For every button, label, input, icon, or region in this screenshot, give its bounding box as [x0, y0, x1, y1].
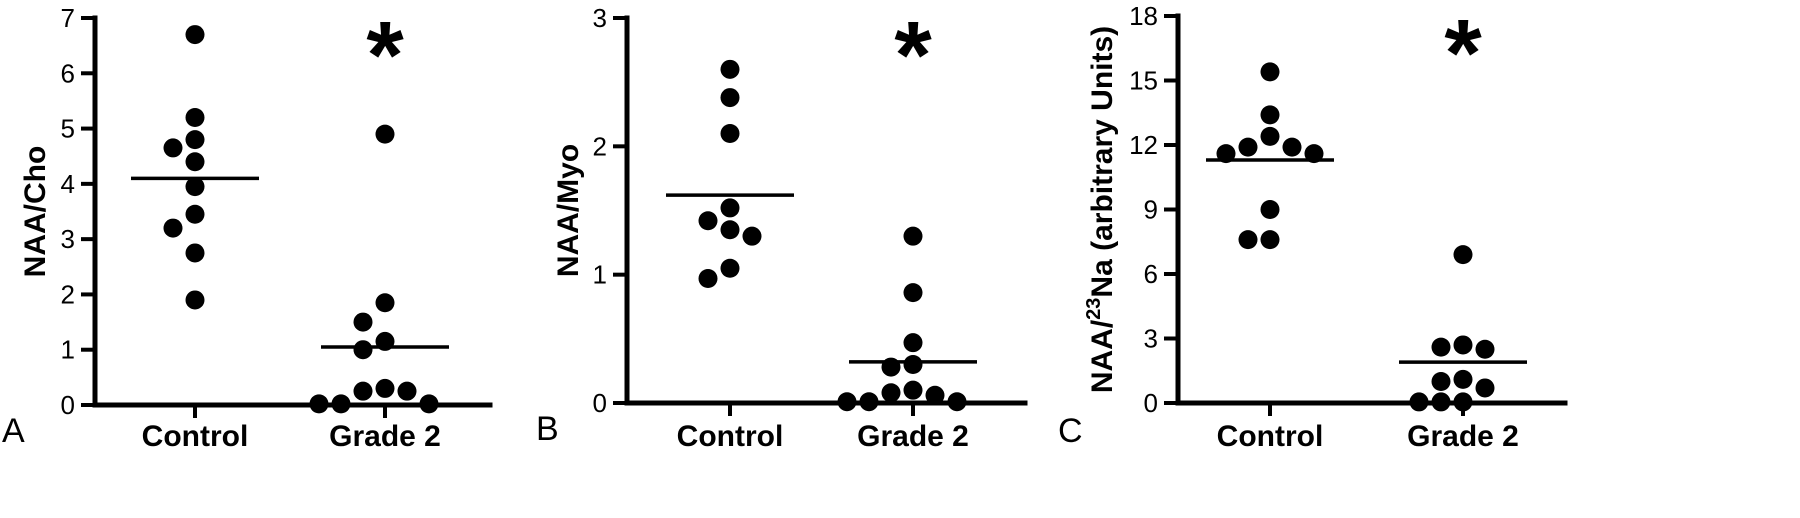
y-tick-label: 18	[1129, 1, 1158, 31]
panel-b: 0 1 2 3 Control Grade 2 NAA/Myo B *	[536, 2, 1028, 453]
y-tick-label: 4	[61, 169, 75, 199]
panel-a: 0 1 2 3 4 5 6 7 Control Grade 2 NAA/Cho A *	[2, 2, 493, 453]
data-point	[1453, 369, 1473, 389]
y-tick-label: 12	[1129, 130, 1158, 160]
data-point	[353, 340, 373, 360]
y-tick-label: 15	[1129, 66, 1158, 96]
data-point	[859, 392, 879, 412]
data-point	[375, 378, 395, 398]
y-axis-title-prefix: NAA/	[1086, 319, 1119, 393]
y-tick-label: 3	[1144, 324, 1158, 354]
y-axis-title: NAA/Cho	[19, 146, 52, 278]
data-point	[903, 226, 923, 246]
data-point	[1409, 392, 1429, 412]
x-category-label: Control	[142, 420, 249, 453]
data-point	[698, 211, 718, 231]
y-tick-label: 9	[1144, 195, 1158, 225]
data-point	[1431, 392, 1451, 412]
y-tick-label: 2	[593, 131, 607, 161]
y-tick-label: 3	[593, 3, 607, 33]
data-point	[185, 177, 205, 197]
data-point	[163, 138, 183, 158]
data-point	[1475, 378, 1495, 398]
data-point	[720, 88, 740, 108]
data-point	[1431, 337, 1451, 357]
y-tick-label: 2	[61, 279, 75, 309]
y-tick-label: 1	[61, 335, 75, 365]
data-point	[947, 392, 967, 412]
panel-letter: C	[1058, 412, 1083, 450]
data-point	[1453, 245, 1473, 265]
panel-c: 0 3 6 9 12 15 18 Control Grade 2 NAA/23Na (arbitr…	[1058, 0, 1568, 453]
y-tick-label: 5	[61, 114, 75, 144]
data-point	[1238, 230, 1258, 250]
data-point	[309, 394, 329, 414]
y-tick-label: 6	[61, 58, 75, 88]
data-point	[185, 152, 205, 172]
x-category-label: Control	[1217, 420, 1324, 453]
data-point	[1282, 137, 1302, 157]
data-point	[375, 124, 395, 144]
y-axis-title-superscript: 23	[1083, 298, 1105, 320]
data-point	[397, 381, 417, 401]
data-point	[720, 59, 740, 79]
significance-star: *	[1444, 0, 1482, 107]
data-point	[1238, 137, 1258, 157]
data-point	[720, 198, 740, 218]
data-point	[331, 394, 351, 414]
panel-letter: B	[536, 410, 559, 448]
data-point	[881, 383, 901, 403]
significance-star: *	[894, 2, 932, 109]
y-tick-label: 7	[61, 3, 75, 33]
y-axis-title-suffix: Na (arbitrary Units)	[1086, 26, 1119, 298]
data-point	[419, 394, 439, 414]
data-point	[185, 243, 205, 263]
data-point	[903, 380, 923, 400]
data-point	[185, 25, 205, 45]
data-point	[925, 385, 945, 405]
data-point	[375, 293, 395, 313]
data-point	[903, 355, 923, 374]
data-point	[185, 204, 205, 224]
data-point	[1453, 392, 1473, 412]
data-point	[1260, 126, 1280, 146]
y-tick-label: 0	[61, 390, 75, 420]
data-point	[837, 392, 857, 412]
data-point	[1260, 200, 1280, 219]
y-axis-title: NAA/23Na (arbitrary Units)	[1083, 26, 1119, 393]
y-axis-title: NAA/Myo	[552, 144, 585, 277]
data-point	[742, 226, 762, 246]
data-point	[720, 258, 740, 278]
x-category-label: Control	[677, 420, 784, 453]
y-tick-label: 3	[61, 224, 75, 254]
data-point	[1431, 372, 1451, 391]
data-point	[185, 130, 205, 150]
y-tick-label: 6	[1144, 259, 1158, 289]
data-point	[720, 124, 740, 143]
x-category-label: Grade 2	[857, 420, 969, 453]
y-tick-label: 1	[593, 260, 607, 290]
data-point	[1453, 335, 1473, 355]
y-tick-label: 0	[593, 388, 607, 418]
panel-letter: A	[2, 412, 25, 450]
data-point	[185, 108, 205, 128]
y-tick-label: 0	[1144, 388, 1158, 418]
data-point	[163, 218, 183, 238]
data-point	[903, 283, 923, 303]
data-point	[1260, 62, 1280, 82]
data-point	[698, 269, 718, 289]
data-point	[720, 220, 740, 240]
data-point	[1260, 105, 1280, 125]
data-point	[353, 312, 373, 332]
significance-star: *	[366, 2, 404, 109]
data-point	[185, 290, 205, 310]
x-category-label: Grade 2	[329, 420, 441, 453]
data-point	[903, 333, 923, 353]
data-point	[1475, 339, 1495, 359]
data-point	[353, 381, 373, 401]
x-category-label: Grade 2	[1407, 420, 1519, 453]
data-point	[1260, 230, 1280, 250]
